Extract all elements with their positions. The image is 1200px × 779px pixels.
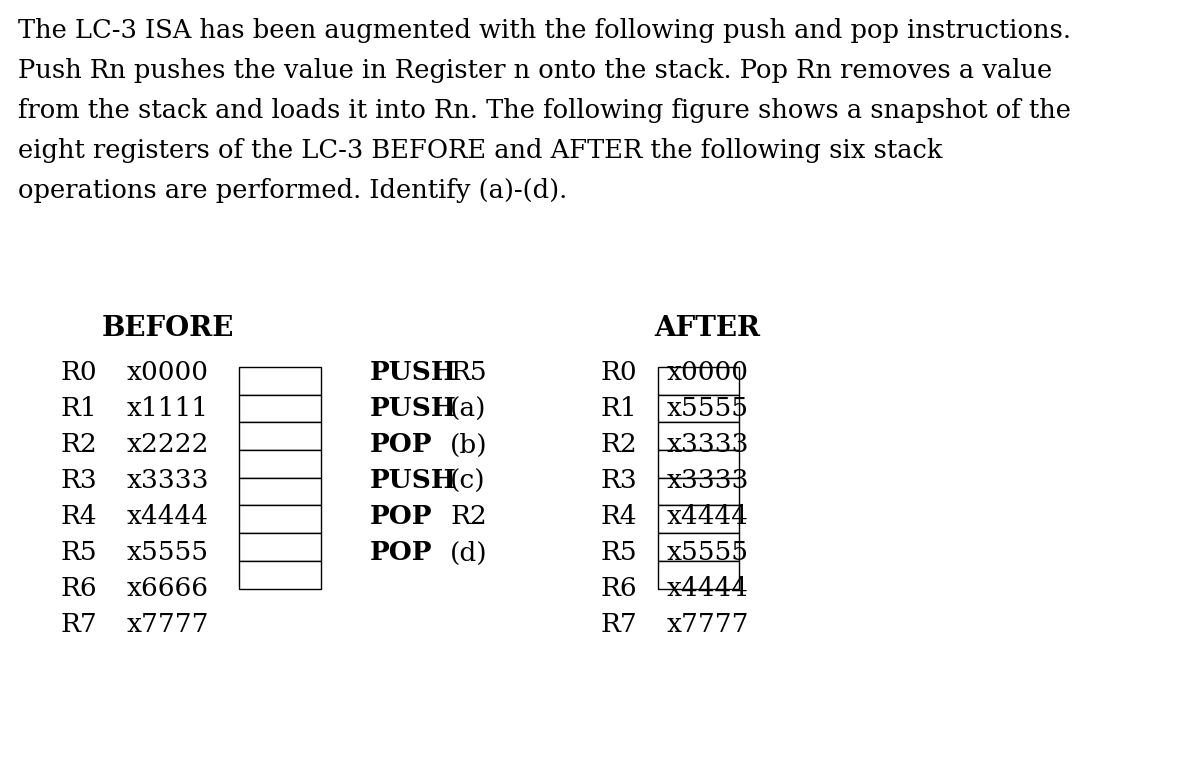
Text: x3333: x3333 [126,468,209,494]
Text: R7: R7 [600,612,637,637]
Text: R5: R5 [600,541,637,566]
FancyBboxPatch shape [658,394,739,422]
FancyBboxPatch shape [658,450,739,478]
FancyBboxPatch shape [658,561,739,589]
Text: x3333: x3333 [666,432,749,457]
FancyBboxPatch shape [658,422,739,450]
Text: x2222: x2222 [126,432,209,457]
Text: (d): (d) [450,541,487,566]
FancyBboxPatch shape [658,367,739,394]
FancyBboxPatch shape [239,450,320,478]
Text: x7777: x7777 [126,612,209,637]
Text: R5: R5 [60,541,97,566]
Text: x3333: x3333 [666,468,749,494]
FancyBboxPatch shape [239,478,320,506]
Text: R1: R1 [600,397,637,421]
Text: R2: R2 [450,505,487,530]
Text: R3: R3 [60,468,97,494]
Text: R0: R0 [600,361,637,386]
FancyBboxPatch shape [239,422,320,450]
FancyBboxPatch shape [658,533,739,561]
Text: Push Rn pushes the value in Register n onto the stack. Pop Rn removes a value: Push Rn pushes the value in Register n o… [18,58,1052,83]
Text: x5555: x5555 [666,397,749,421]
FancyBboxPatch shape [239,561,320,589]
Text: x1111: x1111 [126,397,209,421]
Text: (b): (b) [450,432,487,457]
Text: R6: R6 [60,576,97,601]
Text: PUSH: PUSH [370,468,457,494]
Text: R6: R6 [600,576,637,601]
Text: x0000: x0000 [126,361,209,386]
Text: x4444: x4444 [666,576,749,601]
Text: R2: R2 [60,432,97,457]
FancyBboxPatch shape [239,367,320,394]
Text: R2: R2 [600,432,637,457]
Text: (a): (a) [450,397,486,421]
Text: from the stack and loads it into Rn. The following figure shows a snapshot of th: from the stack and loads it into Rn. The… [18,98,1072,123]
Text: AFTER: AFTER [654,315,761,342]
FancyBboxPatch shape [239,533,320,561]
Text: x5555: x5555 [126,541,209,566]
Text: operations are performed. Identify (a)-(d).: operations are performed. Identify (a)-(… [18,178,568,203]
Text: POP: POP [370,505,432,530]
FancyBboxPatch shape [658,478,739,506]
Text: BEFORE: BEFORE [101,315,234,342]
Text: eight registers of the LC-3 BEFORE and AFTER the following six stack: eight registers of the LC-3 BEFORE and A… [18,138,942,163]
Text: POP: POP [370,432,432,457]
FancyBboxPatch shape [239,506,320,533]
Text: (c): (c) [450,468,486,494]
Text: x6666: x6666 [126,576,209,601]
Text: R5: R5 [450,361,487,386]
Text: x4444: x4444 [126,505,209,530]
Text: R7: R7 [60,612,97,637]
Text: R4: R4 [60,505,97,530]
Text: R4: R4 [600,505,637,530]
Text: x4444: x4444 [666,505,749,530]
Text: x5555: x5555 [666,541,749,566]
FancyBboxPatch shape [239,394,320,422]
Text: R3: R3 [600,468,637,494]
Text: R0: R0 [60,361,97,386]
Text: R1: R1 [60,397,97,421]
Text: POP: POP [370,541,432,566]
Text: The LC-3 ISA has been augmented with the following push and pop instructions.: The LC-3 ISA has been augmented with the… [18,18,1072,43]
Text: PUSH: PUSH [370,397,457,421]
Text: x0000: x0000 [666,361,749,386]
FancyBboxPatch shape [658,506,739,533]
Text: x7777: x7777 [666,612,749,637]
Text: PUSH: PUSH [370,361,457,386]
